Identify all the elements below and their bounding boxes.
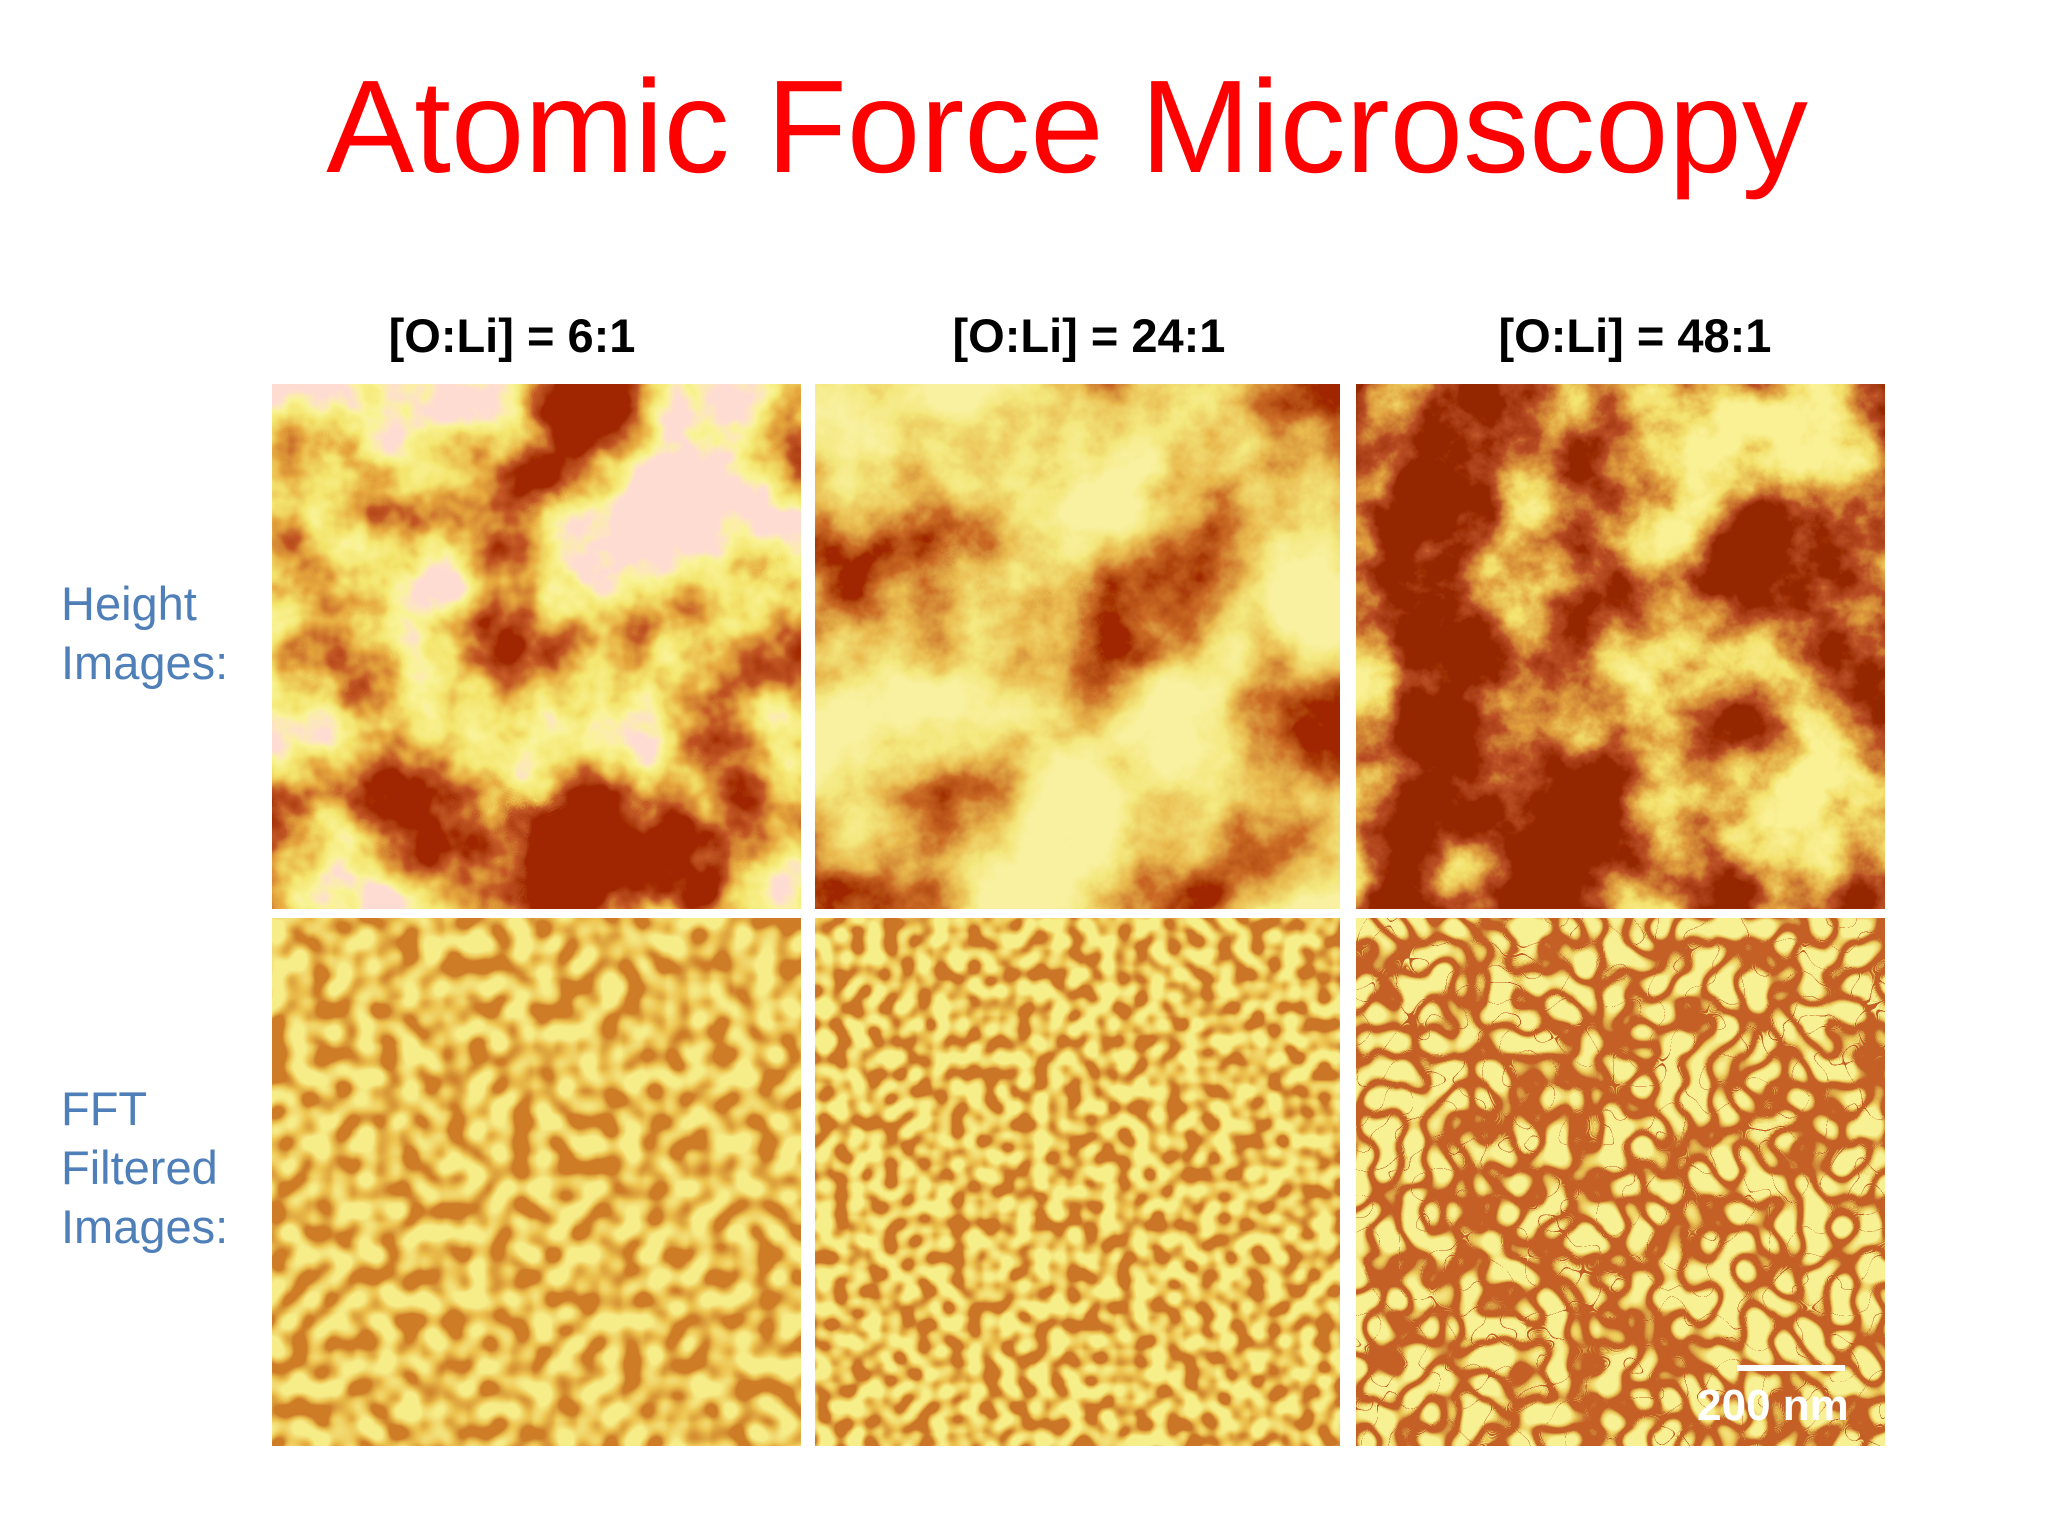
row-label: Filtered [61,1141,218,1194]
row-label: Height [61,577,197,630]
column-header: [O:Li] = 6:1 [389,309,636,362]
afm-height-image [1356,384,1885,909]
scale-bar-label: 200 nm [1697,1381,1849,1430]
row-label: Images: [61,1200,228,1253]
afm-fft-image [272,918,801,1446]
column-header: [O:Li] = 48:1 [1499,309,1772,362]
column-header: [O:Li] = 24:1 [953,309,1226,362]
afm-fft-image [815,918,1340,1446]
afm-height-image [272,384,801,909]
row-label: Images: [61,636,228,689]
afm-fft-image [1356,918,1885,1446]
afm-height-image [815,384,1340,909]
slide-title: Atomic Force Microscopy [326,53,1808,200]
row-label: FFT [61,1082,147,1135]
